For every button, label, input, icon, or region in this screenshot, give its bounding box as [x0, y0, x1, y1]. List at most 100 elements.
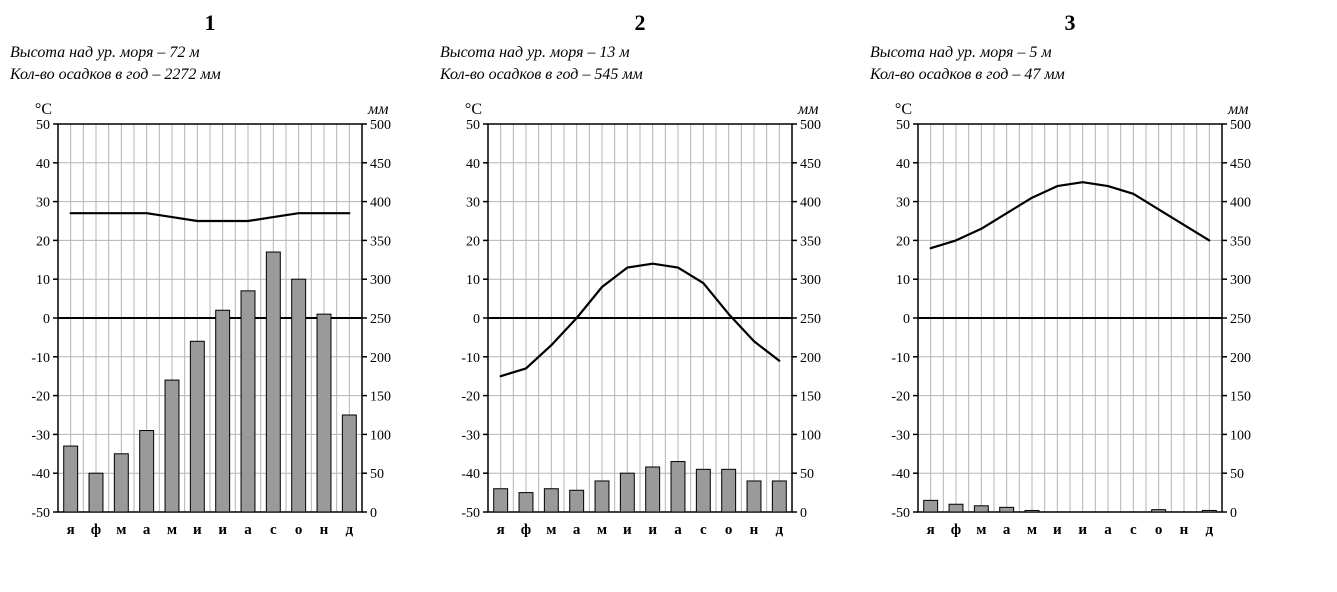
right-axis-label: мм	[797, 101, 818, 118]
ytick-right: 450	[370, 157, 391, 172]
month-label: а	[1003, 522, 1011, 538]
right-axis-label: мм	[1227, 101, 1248, 118]
left-axis-label: °C	[35, 101, 52, 118]
ytick-left: 10	[896, 273, 910, 288]
month-label: а	[143, 522, 151, 538]
chart-wrap: 50403020100-10-20-30-40-5050045040035030…	[440, 94, 840, 554]
precip-bar	[89, 473, 103, 512]
climograph: 50403020100-10-20-30-40-5050045040035030…	[870, 94, 1270, 554]
ytick-right: 250	[800, 312, 821, 327]
ytick-right: 100	[800, 428, 821, 443]
precip-bar	[317, 314, 331, 512]
month-label: с	[1130, 522, 1137, 538]
ytick-left: -40	[891, 467, 910, 482]
ytick-right: 400	[800, 196, 821, 211]
ytick-right: 50	[1230, 467, 1244, 482]
ytick-left: 50	[466, 118, 480, 133]
precip-bar	[216, 310, 230, 512]
precip-bar	[949, 504, 963, 512]
climograph-panel: 2 Высота над ур. моря – 13 мКол-во осадко…	[440, 10, 840, 554]
ytick-left: -40	[31, 467, 50, 482]
ytick-left: 0	[903, 312, 910, 327]
ytick-left: -30	[891, 428, 910, 443]
precip-bar	[671, 462, 685, 512]
precip-bar	[646, 467, 660, 512]
ytick-right: 50	[370, 467, 384, 482]
precip-bar	[190, 341, 204, 512]
ytick-right: 350	[1230, 234, 1251, 249]
month-label: о	[295, 522, 303, 538]
ytick-right: 0	[1230, 506, 1237, 521]
ytick-left: 10	[36, 273, 50, 288]
ytick-left: -50	[461, 506, 480, 521]
ytick-left: 30	[36, 196, 50, 211]
precip-bar	[772, 481, 786, 512]
month-label: а	[573, 522, 581, 538]
precip-bar	[696, 469, 710, 512]
month-label: и	[1053, 522, 1062, 538]
ytick-left: -10	[31, 351, 50, 366]
chart-wrap: 50403020100-10-20-30-40-5050045040035030…	[10, 94, 410, 554]
climograph-panels: 1 Высота над ур. моря – 72 мКол-во осадко…	[10, 10, 1327, 554]
ytick-right: 250	[370, 312, 391, 327]
ytick-right: 300	[370, 273, 391, 288]
ytick-right: 150	[1230, 390, 1251, 405]
precip-bar	[595, 481, 609, 512]
month-label: ф	[951, 522, 961, 538]
ytick-right: 150	[370, 390, 391, 405]
ytick-left: -10	[891, 351, 910, 366]
ytick-left: 50	[36, 118, 50, 133]
precip-bar	[165, 380, 179, 512]
precip-bar	[64, 446, 78, 512]
precip-bar	[544, 489, 558, 512]
ytick-right: 200	[800, 351, 821, 366]
caption-line-2: Кол-во осадков в год – 545 мм	[440, 64, 840, 86]
panel-number: 1	[205, 10, 216, 36]
precip-bar	[1152, 510, 1166, 512]
ytick-right: 200	[370, 351, 391, 366]
precip-bar	[266, 252, 280, 512]
ytick-left: -50	[891, 506, 910, 521]
ytick-left: 20	[896, 234, 910, 249]
climograph-panel: 1 Высота над ур. моря – 72 мКол-во осадко…	[10, 10, 410, 554]
panel-caption: Высота над ур. моря – 13 мКол-во осадков…	[440, 42, 840, 86]
ytick-left: 20	[36, 234, 50, 249]
month-label: я	[67, 522, 75, 538]
ytick-left: 0	[43, 312, 50, 327]
caption-line-2: Кол-во осадков в год – 2272 мм	[10, 64, 410, 86]
ytick-left: 20	[466, 234, 480, 249]
ytick-right: 450	[1230, 157, 1251, 172]
ytick-left: -20	[461, 390, 480, 405]
month-label: м	[976, 522, 986, 538]
month-label: н	[320, 522, 329, 538]
precip-bar	[292, 279, 306, 512]
month-label: и	[648, 522, 657, 538]
ytick-right: 50	[800, 467, 814, 482]
precip-bar	[570, 490, 584, 512]
ytick-right: 400	[1230, 196, 1251, 211]
precip-bar	[114, 454, 128, 512]
month-label: и	[1078, 522, 1087, 538]
climograph: 50403020100-10-20-30-40-5050045040035030…	[10, 94, 410, 554]
panel-caption: Высота над ур. моря – 72 мКол-во осадков…	[10, 42, 410, 86]
right-axis-label: мм	[367, 101, 388, 118]
left-axis-label: °C	[895, 101, 912, 118]
precip-bar	[1000, 507, 1014, 512]
month-label: м	[1027, 522, 1037, 538]
month-label: а	[244, 522, 252, 538]
ytick-right: 100	[1230, 428, 1251, 443]
month-label: д	[1206, 522, 1214, 538]
ytick-left: 40	[896, 157, 910, 172]
month-label: м	[116, 522, 126, 538]
month-label: я	[497, 522, 505, 538]
precip-bar	[241, 291, 255, 512]
ytick-right: 0	[370, 506, 377, 521]
ytick-left: -20	[31, 390, 50, 405]
month-label: ф	[521, 522, 531, 538]
ytick-left: 10	[466, 273, 480, 288]
precip-bar	[494, 489, 508, 512]
precip-bar	[519, 493, 533, 512]
ytick-left: 30	[896, 196, 910, 211]
panel-number: 2	[635, 10, 646, 36]
ytick-left: -20	[891, 390, 910, 405]
